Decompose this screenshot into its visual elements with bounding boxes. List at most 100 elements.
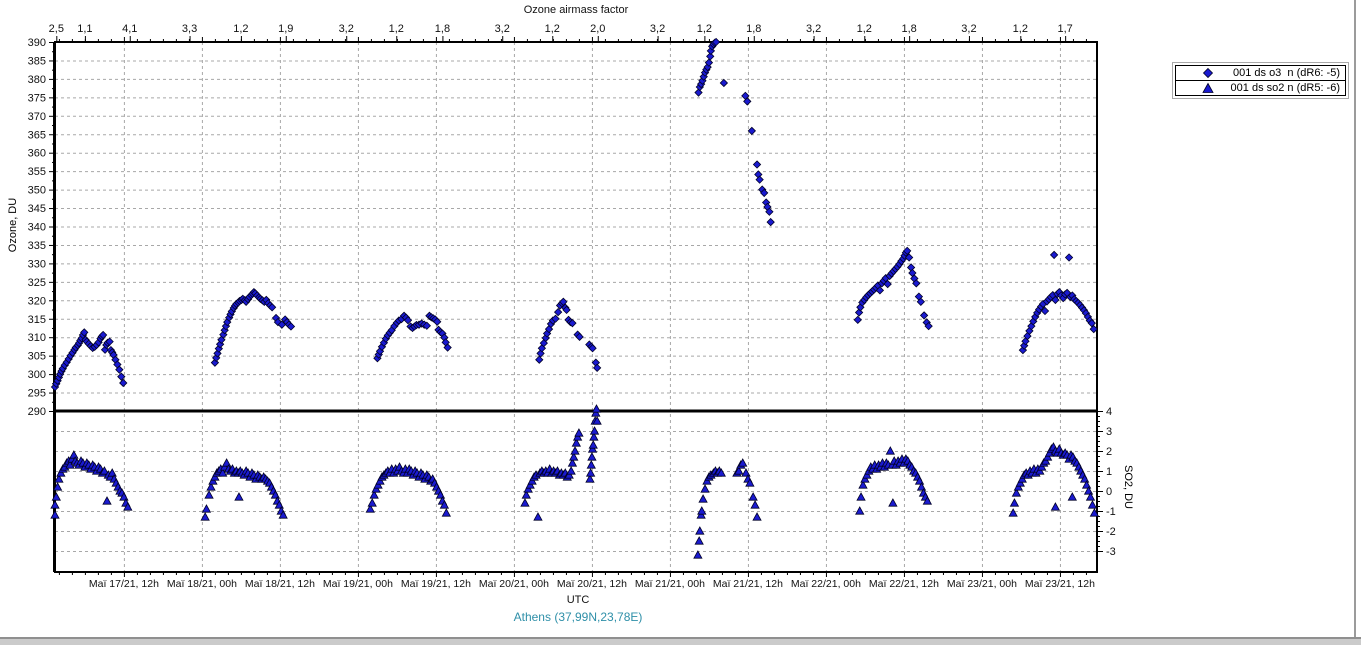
- so2-point: [1089, 508, 1100, 517]
- o3-point: [747, 126, 756, 136]
- so2-point: [697, 506, 707, 515]
- o3-point: [588, 344, 597, 353]
- airmass-tick-label: 1,1: [77, 23, 92, 35]
- o3-point: [286, 322, 296, 331]
- o3-point: [883, 279, 892, 289]
- so2-tick-label: 0: [1106, 486, 1112, 498]
- so2-tick-label: -3: [1106, 546, 1116, 558]
- so2-point: [278, 510, 288, 519]
- airmass-tick-label: 3,2: [961, 23, 976, 35]
- legend-box: 001 ds o3 n (dR6: -5) 001 ds so2 n (dR5:…: [1172, 62, 1349, 99]
- so2-point: [1009, 498, 1020, 507]
- o3-point: [743, 97, 752, 106]
- o3-point: [443, 343, 452, 352]
- o3-point: [706, 52, 715, 61]
- so2-point: [587, 452, 597, 461]
- o3-point: [553, 307, 563, 317]
- airmass-tick-label: 3,2: [806, 23, 821, 35]
- o3-point: [766, 217, 775, 227]
- date-tick-label: Maï 17/21, 12h: [89, 578, 159, 590]
- so2-point: [585, 474, 595, 483]
- so2-point: [694, 536, 704, 545]
- airmass-tick-label: 1,2: [389, 23, 404, 35]
- so2-point: [102, 496, 112, 505]
- so2-tick-label: 2: [1106, 446, 1112, 458]
- x-axis-title: UTC: [566, 594, 590, 606]
- so2-point: [748, 492, 758, 501]
- airmass-tick-label: 1,2: [233, 23, 248, 35]
- date-tick-label: Maï 18/21, 12h: [245, 578, 315, 590]
- ozone-tick-label: 345: [28, 203, 46, 215]
- date-tick-label: Maï 21/21, 00h: [635, 578, 705, 590]
- ozone-tick-label: 350: [28, 185, 46, 197]
- so2-point: [123, 502, 133, 511]
- airmass-tick-label: 1,8: [435, 23, 450, 35]
- o3-point: [1049, 250, 1059, 260]
- so2-point: [566, 466, 576, 475]
- so2-point: [1087, 500, 1098, 509]
- so2-point: [521, 490, 531, 499]
- o3-point: [537, 344, 547, 353]
- ozone-tick-label: 320: [28, 295, 46, 307]
- o3-point: [1064, 253, 1074, 262]
- o3-point: [105, 337, 114, 346]
- o3-point: [212, 353, 221, 363]
- ozone-tick-label: 360: [28, 148, 46, 160]
- ozone-tick-label: 290: [28, 406, 46, 418]
- ozone-tick-label: 370: [28, 111, 46, 123]
- o3-point: [433, 317, 442, 326]
- o3-point: [559, 297, 568, 306]
- so2-point: [533, 512, 543, 521]
- o3-point: [854, 308, 864, 317]
- airmass-tick-label: 1,2: [1013, 23, 1028, 35]
- so2-point: [716, 468, 726, 477]
- o3-point: [694, 88, 703, 97]
- so2-point: [441, 508, 451, 517]
- o3-point: [214, 344, 223, 353]
- so2-point: [693, 550, 703, 559]
- o3-point: [765, 207, 774, 216]
- so2-point: [856, 492, 866, 501]
- so2-point: [855, 506, 865, 515]
- top-axis-title: Ozone airmass factor: [523, 4, 629, 16]
- airmass-tick-label: 1,8: [901, 23, 916, 35]
- date-tick-label: Maï 18/21, 00h: [167, 578, 237, 590]
- o3-data-points: [50, 37, 1098, 392]
- o3-point: [562, 305, 571, 315]
- so2-point: [69, 450, 79, 459]
- so2-point: [52, 482, 63, 491]
- diamond-marker-icon: [1202, 67, 1214, 79]
- so2-point: [591, 404, 602, 413]
- so2-point: [698, 494, 708, 503]
- ozone-tick-label: 365: [28, 129, 46, 141]
- o3-point: [267, 303, 277, 312]
- so2-tick-label: 4: [1106, 406, 1112, 418]
- ozone-tick-label: 315: [28, 314, 46, 326]
- o3-point: [916, 297, 926, 306]
- date-tick-label: Maï 21/21, 12h: [713, 578, 783, 590]
- ozone-tick-label: 335: [28, 240, 46, 252]
- ozone-tick-label: 385: [28, 55, 46, 67]
- date-tick-label: Maï 22/21, 00h: [791, 578, 861, 590]
- airmass-tick-label: 4,1: [122, 23, 137, 35]
- o3-point: [115, 365, 124, 374]
- so2-point: [369, 490, 379, 499]
- so2-point: [1011, 488, 1022, 497]
- so2-tick-label: -2: [1106, 526, 1116, 538]
- so2-point: [750, 500, 760, 509]
- o3-point: [119, 378, 128, 388]
- so2-point: [752, 512, 762, 521]
- airmass-tick-label: 1,2: [857, 23, 872, 35]
- legend-label-so2: 001 ds so2 n (dR5: -6): [1230, 82, 1340, 94]
- o3-point: [544, 324, 554, 334]
- date-tick-label: Maï 23/21, 00h: [947, 578, 1017, 590]
- so2-point: [585, 468, 596, 477]
- o3-point: [403, 316, 413, 325]
- o3-point: [875, 286, 885, 295]
- legend-item-so2: 001 ds so2 n (dR5: -6): [1175, 80, 1346, 96]
- o3-point: [1040, 306, 1050, 316]
- airmass-tick-label: 3,2: [339, 23, 354, 35]
- date-tick-label: Maï 19/21, 00h: [323, 578, 393, 590]
- ozone-tick-label: 355: [28, 166, 46, 178]
